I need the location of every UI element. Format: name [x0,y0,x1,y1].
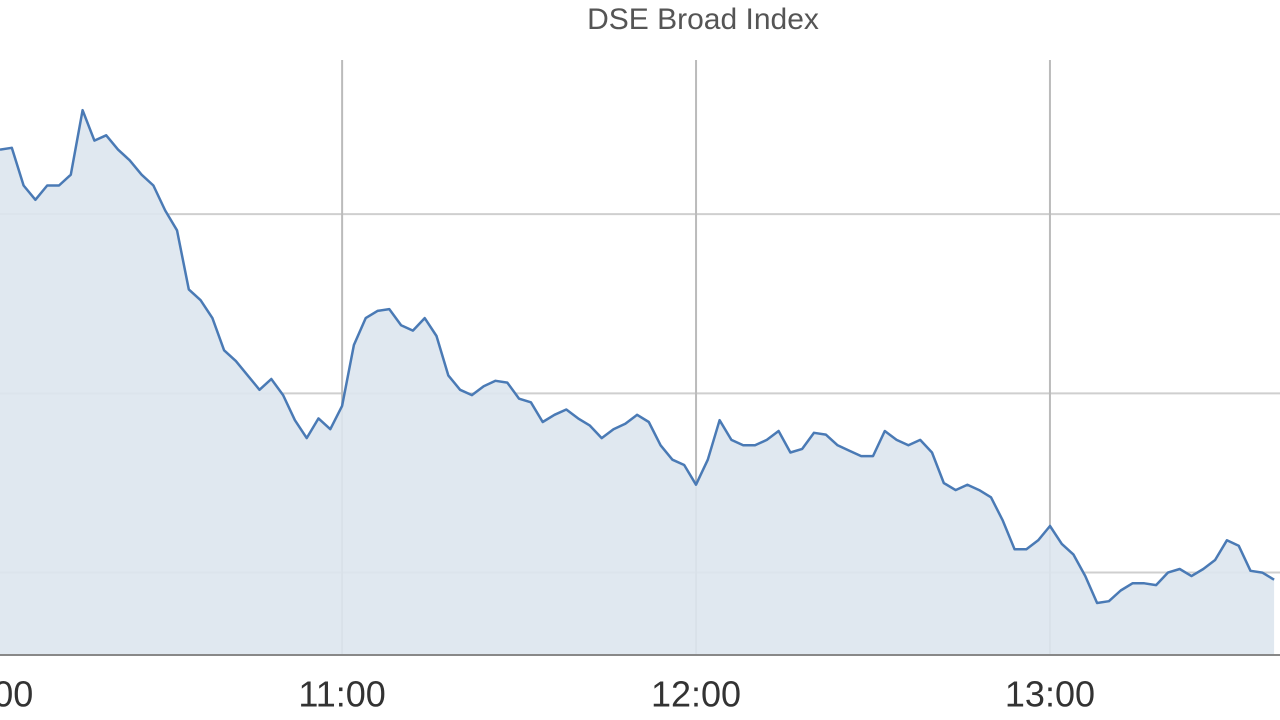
chart-title: DSE Broad Index [587,3,819,36]
area-fill [0,110,1275,655]
x-tick-label: 13:00 [1005,674,1095,715]
x-tick-label: 12:00 [651,674,741,715]
x-tick-label: 11:00 [298,674,385,715]
x-tick-label: 10:00 [0,674,33,715]
series-line [0,108,1275,605]
plot [0,108,1275,655]
